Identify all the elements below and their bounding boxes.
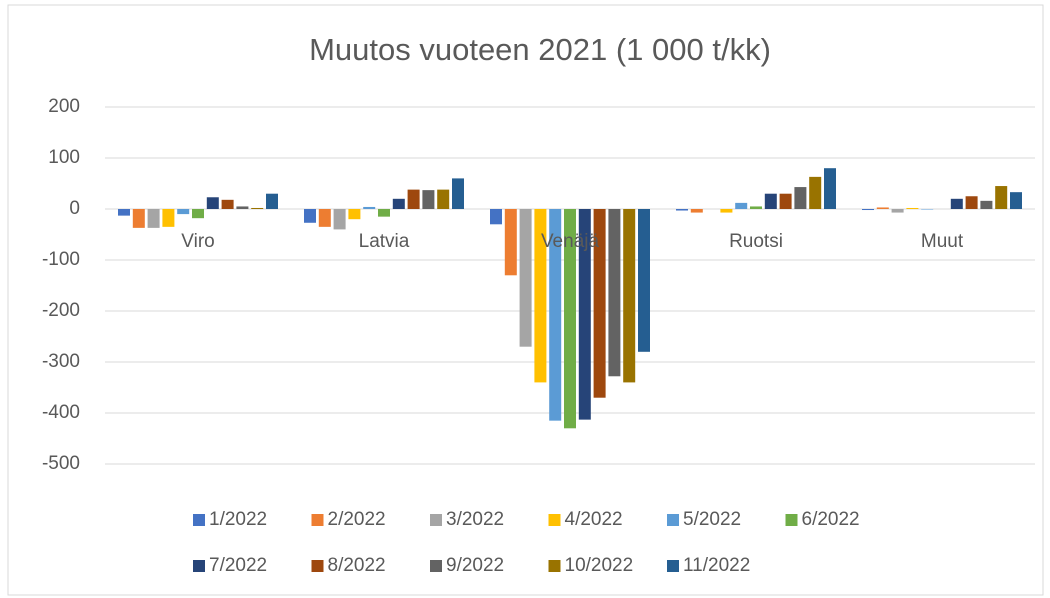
- bar: [891, 209, 904, 213]
- x-tick-label: Viro: [181, 231, 214, 252]
- bar: [906, 207, 919, 209]
- bar: [638, 209, 650, 352]
- x-tick-label: Muut: [921, 231, 964, 252]
- bar: [690, 209, 703, 213]
- legend-swatch: [430, 560, 442, 572]
- bar: [363, 206, 376, 209]
- bar: [534, 209, 547, 383]
- bar: [995, 186, 1008, 209]
- legend-label: 3/2022: [446, 509, 504, 530]
- legend-swatch: [667, 560, 679, 572]
- bar: [437, 189, 450, 209]
- bar: [824, 168, 836, 209]
- bar: [407, 189, 420, 209]
- x-tick-label: Venäjä: [541, 231, 600, 252]
- bar: [750, 206, 762, 209]
- bar: [876, 207, 889, 209]
- bar: [519, 209, 532, 347]
- bar: [348, 209, 361, 220]
- bar: [118, 209, 130, 216]
- bar: [623, 209, 636, 383]
- bar: [304, 209, 316, 223]
- bar: [392, 198, 405, 209]
- legend-swatch: [311, 560, 324, 572]
- bar: [1010, 192, 1022, 209]
- x-tick-label: Latvia: [359, 231, 410, 252]
- y-tick-label: 0: [69, 198, 80, 219]
- legend-label: 7/2022: [209, 555, 267, 576]
- bar: [809, 176, 822, 209]
- legend-label: 5/2022: [683, 509, 741, 530]
- bar: [490, 209, 502, 225]
- bar: [132, 209, 145, 228]
- legend-label: 4/2022: [565, 509, 623, 530]
- bar: [720, 209, 733, 213]
- bar: [378, 209, 390, 217]
- legend-label: 8/2022: [328, 555, 386, 576]
- bar: [965, 196, 978, 209]
- y-tick-label: -100: [42, 249, 80, 270]
- legend-label: 6/2022: [802, 509, 860, 530]
- bar: [779, 193, 792, 209]
- legend-swatch: [430, 514, 442, 526]
- x-tick-label: Ruotsi: [729, 231, 783, 252]
- chart-title: Muutos vuoteen 2021 (1 000 t/kk): [309, 32, 771, 67]
- y-tick-label: 100: [48, 147, 80, 168]
- y-tick-label: -300: [42, 351, 80, 372]
- legend-swatch: [785, 514, 798, 526]
- legend-label: 2/2022: [328, 509, 386, 530]
- bar: [735, 202, 748, 209]
- bar: [251, 207, 264, 209]
- bar: [564, 209, 576, 429]
- bar: [422, 190, 435, 209]
- y-tick-label: -500: [42, 453, 80, 474]
- bar: [980, 200, 993, 209]
- bar: [578, 209, 591, 420]
- legend-swatch: [311, 514, 324, 526]
- bar: [452, 178, 464, 209]
- bar: [504, 209, 517, 276]
- legend-swatch: [193, 560, 205, 572]
- bar: [862, 209, 874, 211]
- y-tick-label: -400: [42, 402, 80, 423]
- bar: [593, 209, 606, 398]
- bar: [266, 193, 278, 209]
- bar: [162, 209, 175, 227]
- bar: [221, 199, 234, 209]
- legend-swatch: [548, 560, 561, 572]
- y-tick-label: 200: [48, 96, 80, 117]
- bar: [236, 206, 249, 209]
- legend-label: 9/2022: [446, 555, 504, 576]
- bar: [794, 187, 807, 209]
- legend-swatch: [548, 514, 561, 526]
- legend-label: 10/2022: [565, 555, 634, 576]
- bar: [764, 193, 777, 209]
- bar: [206, 197, 219, 209]
- bar: [921, 209, 934, 210]
- bar: [676, 209, 688, 211]
- legend-swatch: [667, 514, 679, 526]
- bar: [147, 209, 160, 228]
- legend-label: 11/2022: [683, 555, 750, 576]
- legend-swatch: [193, 514, 205, 526]
- bar: [333, 209, 346, 230]
- bar: [318, 209, 331, 227]
- bar: [950, 198, 963, 209]
- bar: [177, 209, 190, 215]
- legend-label: 1/2022: [209, 509, 267, 530]
- bar: [608, 209, 621, 377]
- y-tick-label: -200: [42, 300, 80, 321]
- bar: [192, 209, 204, 219]
- bar: [549, 209, 562, 421]
